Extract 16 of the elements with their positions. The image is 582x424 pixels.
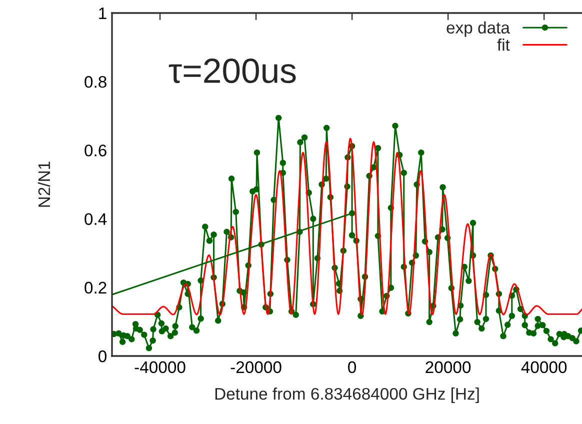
y-tick-label: 0.6 [84, 144, 106, 156]
annotation: τ=200us [168, 58, 296, 84]
y-tick-label: 0.2 [84, 282, 106, 294]
y-tick-label: 0 [98, 350, 106, 362]
legend-label: exp data [446, 21, 510, 37]
x-tick-label: 20000 [426, 361, 471, 374]
y-tick-label: 0.8 [84, 76, 106, 88]
y-tick-label: 1 [99, 8, 106, 20]
x-tick-label: -20000 [230, 361, 282, 374]
x-axis-title: Detune from 6.834684000 GHz [Hz] [215, 388, 479, 404]
y-axis-title: N2/N1 [38, 162, 50, 207]
x-tick-label: 0 [348, 361, 356, 374]
y-tick-label: 0.4 [84, 213, 107, 226]
x-tick-label: 40000 [521, 361, 567, 374]
legend-label: fit [497, 38, 510, 51]
x-tick-label: -40000 [134, 361, 186, 374]
